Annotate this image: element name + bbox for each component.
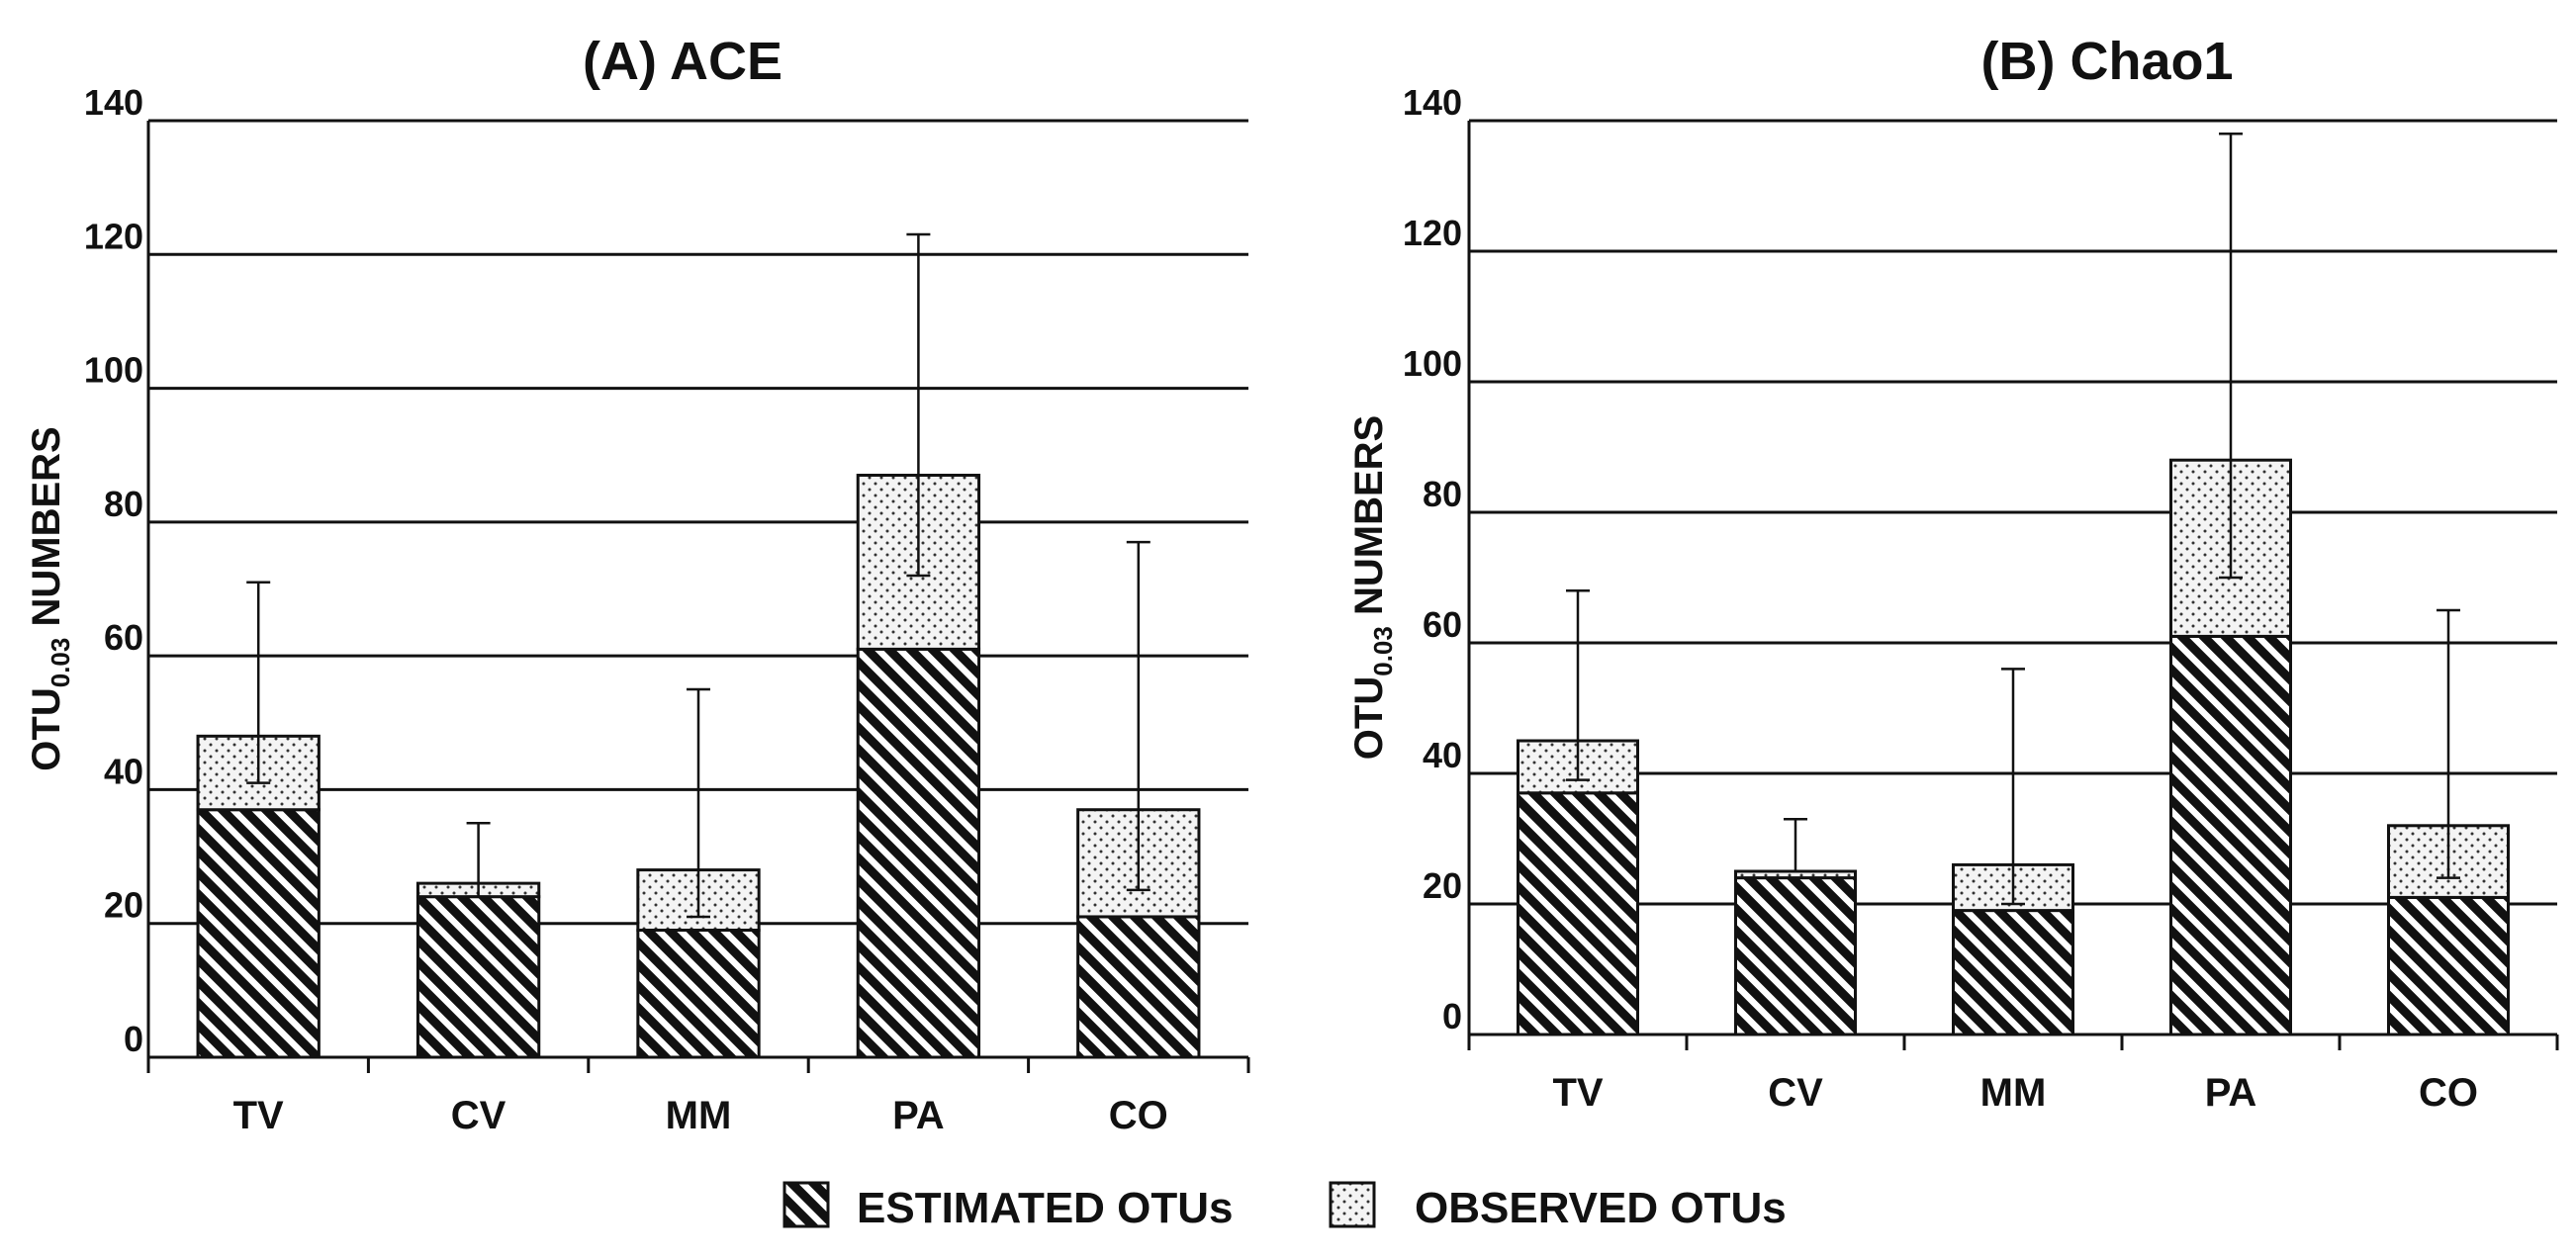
- y-axis-label: OTU0.03 NUMBERS: [25, 426, 75, 770]
- panel-ace: (A) ACE 0 20 40 60 80 100 120 140 OTU0.03 NUMBERS…: [25, 32, 1250, 1137]
- legend-label-estimated: ESTIMATED OTUs: [857, 1184, 1234, 1232]
- x-tick-label: MM: [1980, 1071, 2047, 1115]
- bar-estimated-mm: [636, 928, 761, 1059]
- bar-estimated-pa: [856, 647, 981, 1059]
- y-tick-label: 100: [1403, 343, 1462, 384]
- x-tick-label: CV: [451, 1094, 506, 1137]
- y-tick-label: 20: [1423, 865, 1462, 906]
- x-tick-label: CV: [1768, 1071, 1823, 1115]
- y-tick-label: 60: [1423, 604, 1462, 645]
- bar-estimated-co: [2387, 895, 2510, 1036]
- y-tick-label: 120: [1403, 213, 1462, 253]
- chart-title: (B) Chao1: [1981, 32, 2234, 91]
- legend-swatch-observed: [1329, 1181, 1376, 1228]
- x-tick-label: CO: [2419, 1071, 2478, 1115]
- x-tick-label: MM: [666, 1094, 732, 1137]
- y-tick-label: 120: [84, 216, 143, 256]
- x-tick-label: CO: [1109, 1094, 1168, 1137]
- bar-estimated-co: [1076, 915, 1201, 1059]
- y-tick-label: 0: [124, 1019, 143, 1059]
- x-tick-label: TV: [1552, 1071, 1603, 1115]
- x-tick-label: PA: [2205, 1071, 2257, 1115]
- legend: ESTIMATED OTUs OBSERVED OTUs: [782, 1181, 1787, 1232]
- bar-estimated-cv: [415, 895, 541, 1059]
- bar-estimated-pa: [2169, 634, 2292, 1036]
- legend-label-observed: OBSERVED OTUs: [1415, 1184, 1787, 1232]
- y-tick-label: 80: [104, 484, 143, 524]
- y-tick-label: 40: [104, 751, 143, 791]
- bar-estimated-tv: [196, 808, 321, 1059]
- y-tick-label: 60: [104, 617, 143, 658]
- y-tick-label: 20: [104, 885, 143, 926]
- bar-estimated-cv: [1734, 876, 1857, 1036]
- bar-estimated-tv: [1517, 791, 1639, 1036]
- legend-swatch-estimated: [782, 1181, 830, 1228]
- panel-chao1: (B) Chao1 0 20 40 60 80 100 120 140 OTU0.03 NUMBE…: [1347, 32, 2559, 1115]
- y-tick-label: 140: [1403, 82, 1462, 123]
- y-tick-label: 40: [1423, 735, 1462, 775]
- x-tick-label: PA: [892, 1094, 945, 1137]
- y-tick-label: 80: [1423, 474, 1462, 514]
- x-tick-label: TV: [233, 1094, 284, 1137]
- y-tick-label: 0: [1442, 996, 1462, 1036]
- y-tick-label: 140: [84, 82, 143, 123]
- y-tick-label: 100: [84, 350, 143, 391]
- chart-title: (A) ACE: [583, 32, 782, 91]
- bar-estimated-mm: [1952, 909, 2074, 1036]
- y-axis-label: OTU0.03 NUMBERS: [1347, 415, 1398, 760]
